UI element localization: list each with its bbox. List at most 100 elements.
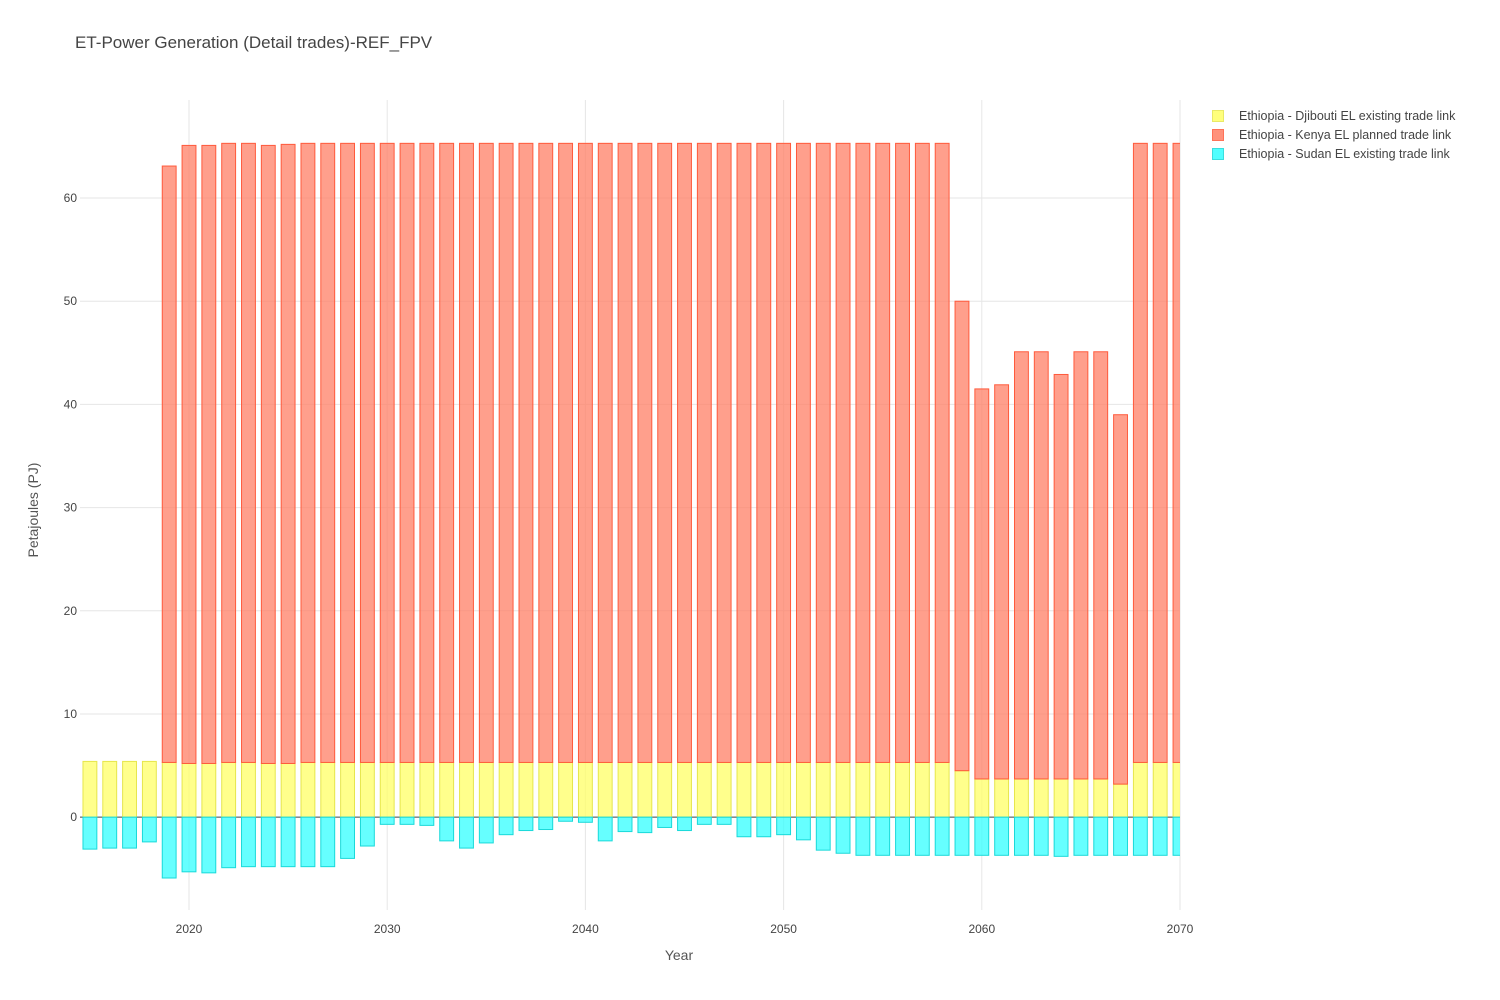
bar-series-0-2041[interactable] [597,761,613,818]
bar-series-0-2018[interactable] [141,760,157,818]
bar-series-0-2063[interactable] [1033,778,1049,818]
bar-series-0-2027[interactable] [320,761,336,818]
bar-series-2-2037[interactable] [518,816,534,832]
bar-series-2-2041[interactable] [597,816,613,842]
bar-series-1-2070[interactable] [1172,142,1187,763]
bar-series-0-2022[interactable] [221,761,237,818]
bar-series-0-2031[interactable] [399,761,415,818]
bar-series-1-2050[interactable] [776,142,792,763]
bar-series-2-2043[interactable] [637,816,653,834]
bar-series-2-2068[interactable] [1132,816,1148,856]
bar-series-0-2060[interactable] [974,778,990,818]
bar-series-2-2045[interactable] [677,816,692,832]
bar-series-1-2022[interactable] [221,142,237,763]
bar-series-0-2020[interactable] [181,762,197,818]
bar-series-1-2056[interactable] [895,142,910,763]
bar-series-0-2025[interactable] [280,762,296,818]
bar-series-2-2021[interactable] [201,816,217,874]
bar-series-2-2028[interactable] [340,816,356,859]
bar-series-2-2051[interactable] [795,816,811,841]
bar-series-0-2021[interactable] [201,762,217,818]
bar-series-1-2024[interactable] [260,144,276,764]
bar-series-2-2049[interactable] [756,816,772,838]
bar-series-1-2042[interactable] [617,142,633,763]
bar-series-0-2057[interactable] [914,761,930,818]
bar-series-2-2017[interactable] [122,816,137,849]
bar-series-2-2052[interactable] [815,816,831,851]
bar-series-1-2035[interactable] [478,142,494,763]
bar-series-2-2036[interactable] [498,816,514,836]
bar-series-0-2037[interactable] [518,761,534,818]
bar-series-0-2034[interactable] [459,761,474,818]
bar-series-1-2061[interactable] [994,384,1010,780]
bar-series-0-2044[interactable] [657,761,673,818]
bar-series-1-2046[interactable] [696,142,712,763]
bar-series-2-2046[interactable] [696,816,712,825]
bar-series-1-2067[interactable] [1113,414,1128,785]
bar-series-2-2044[interactable] [657,816,673,828]
bar-series-2-2024[interactable] [260,816,276,868]
bar-series-2-2018[interactable] [141,816,157,843]
bar-series-0-2017[interactable] [122,760,137,818]
bar-series-0-2068[interactable] [1132,761,1148,818]
bar-series-2-2042[interactable] [617,816,633,833]
bar-series-1-2065[interactable] [1073,351,1089,780]
bar-series-1-2025[interactable] [280,143,296,764]
bar-series-2-2031[interactable] [399,816,415,825]
bar-series-0-2040[interactable] [577,761,593,818]
bar-series-2-2053[interactable] [835,816,851,854]
legend-item[interactable]: Ethiopia - Sudan EL existing trade link [1212,144,1455,163]
bar-series-0-2047[interactable] [716,761,732,818]
bar-series-1-2021[interactable] [201,144,217,764]
bar-series-1-2023[interactable] [241,142,256,763]
bar-series-1-2039[interactable] [558,142,574,763]
bar-series-1-2059[interactable] [954,300,970,772]
bar-series-0-2061[interactable] [994,778,1010,818]
bar-series-0-2069[interactable] [1152,761,1168,818]
bar-series-0-2066[interactable] [1093,778,1109,818]
bar-series-2-2067[interactable] [1113,816,1128,856]
bar-series-1-2032[interactable] [419,142,435,763]
bar-series-1-2052[interactable] [815,142,831,763]
bar-series-1-2064[interactable] [1053,373,1069,780]
bar-series-1-2026[interactable] [300,142,316,763]
bar-series-0-2038[interactable] [538,761,554,818]
bar-series-2-2039[interactable] [558,816,574,822]
bar-series-1-2045[interactable] [677,142,692,763]
bar-series-0-2042[interactable] [617,761,633,818]
bar-series-1-2037[interactable] [518,142,534,763]
bar-series-2-2023[interactable] [241,816,256,868]
bar-series-2-2027[interactable] [320,816,336,868]
bar-series-2-2056[interactable] [895,816,910,856]
bar-series-2-2062[interactable] [1014,816,1029,856]
bar-series-1-2028[interactable] [340,142,356,763]
bar-series-2-2061[interactable] [994,816,1010,856]
bar-series-0-2030[interactable] [379,761,395,818]
bar-series-2-2050[interactable] [776,816,792,836]
bar-series-1-2020[interactable] [181,144,197,764]
bar-series-1-2058[interactable] [934,142,950,763]
bar-series-2-2038[interactable] [538,816,554,831]
bar-series-0-2065[interactable] [1073,778,1089,818]
bar-series-2-2033[interactable] [439,816,455,842]
bar-series-2-2016[interactable] [102,816,118,849]
bar-series-1-2041[interactable] [597,142,613,763]
bar-series-2-2029[interactable] [359,816,375,847]
bar-series-2-2047[interactable] [716,816,732,825]
bar-series-0-2045[interactable] [677,761,692,818]
bar-series-2-2057[interactable] [914,816,930,856]
bar-series-1-2066[interactable] [1093,351,1109,780]
bar-series-2-2055[interactable] [875,816,891,856]
bar-series-1-2049[interactable] [756,142,772,763]
bar-series-1-2030[interactable] [379,142,395,763]
bar-series-0-2058[interactable] [934,761,950,818]
bar-series-0-2052[interactable] [815,761,831,818]
bar-series-0-2032[interactable] [419,761,435,818]
bar-series-0-2036[interactable] [498,761,514,818]
bar-series-0-2062[interactable] [1014,778,1029,818]
bar-series-1-2068[interactable] [1132,142,1148,763]
bar-series-2-2034[interactable] [459,816,474,849]
bar-series-0-2029[interactable] [359,761,375,818]
bar-series-2-2019[interactable] [161,816,177,879]
bar-series-2-2022[interactable] [221,816,237,869]
